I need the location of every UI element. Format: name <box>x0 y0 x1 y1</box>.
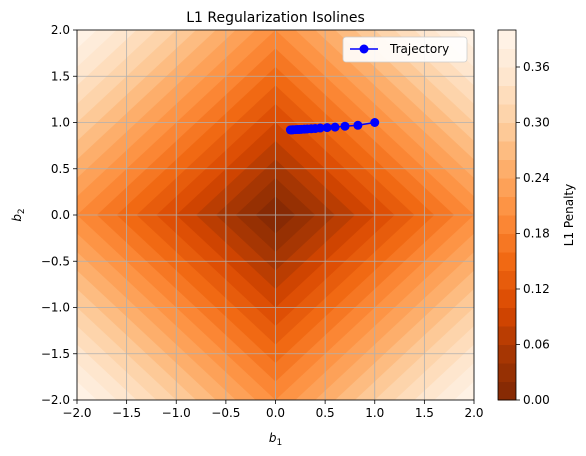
y-axis-label: b2 <box>10 208 27 221</box>
x-axis: −2.0 −1.5 −1.0 −0.5 0.0 0.5 1.0 1.5 2.0 <box>62 400 484 420</box>
x-tick-label: 1.5 <box>415 406 434 420</box>
y-axis-label-sub: 2 <box>17 208 27 214</box>
colorbar-segment <box>498 363 516 382</box>
colorbar-tick-label: 0.12 <box>523 282 550 296</box>
x-tick-label: 0.5 <box>316 406 335 420</box>
colorbar-segment <box>498 215 516 234</box>
trajectory-point <box>370 118 380 127</box>
colorbar-ticks: 0.00 0.06 0.12 0.18 0.24 0.30 0.36 <box>516 60 550 407</box>
y-tick-label: −1.0 <box>41 301 70 315</box>
colorbar-segment <box>498 196 516 216</box>
trajectory-point <box>340 121 350 131</box>
x-axis-label: b1 <box>269 431 282 448</box>
y-tick-label: 0.5 <box>51 162 70 176</box>
colorbar-segment <box>498 104 516 123</box>
y-tick-label: −0.5 <box>41 254 70 268</box>
colorbar-tick-label: 0.18 <box>523 227 550 241</box>
y-tick-label: 1.0 <box>51 116 70 130</box>
trajectory-point <box>353 120 363 130</box>
colorbar-tick-label: 0.24 <box>523 171 550 185</box>
trajectory-point <box>285 125 295 135</box>
colorbar-tick-label: 0.00 <box>523 393 550 407</box>
colorbar-segment <box>498 289 516 308</box>
y-tick-label: −1.5 <box>41 347 70 361</box>
colorbar-tick-label: 0.30 <box>523 116 550 130</box>
colorbar-frame <box>497 29 517 401</box>
colorbar-tick-label: 0.36 <box>523 60 550 74</box>
colorbar-segment <box>498 233 516 253</box>
colorbar-segment <box>498 270 516 290</box>
x-tick-label: −2.0 <box>62 406 91 420</box>
x-axis-label-main: b <box>269 431 277 445</box>
x-tick-label: −1.0 <box>162 406 191 420</box>
y-tick-label: 0.0 <box>51 208 70 222</box>
colorbar-label: L1 Penalty <box>562 184 576 246</box>
colorbar-segment <box>498 178 516 197</box>
y-axis-label-main: b <box>10 214 24 222</box>
legend-box <box>342 36 468 63</box>
colorbar-segment <box>498 307 516 327</box>
colorbar-segment <box>498 85 516 105</box>
colorbar-segment <box>498 159 516 179</box>
colorbar <box>498 30 516 401</box>
colorbar-segment <box>498 344 516 364</box>
trajectory-series <box>285 118 380 135</box>
y-tick-label: 1.5 <box>51 69 70 83</box>
colorbar-segment <box>498 122 516 142</box>
x-tick-label: 2.0 <box>464 406 483 420</box>
legend: Trajectory <box>342 36 468 63</box>
chart-title: L1 Regularization Isolines <box>186 10 365 26</box>
colorbar-segment <box>498 381 516 401</box>
colorbar-segment <box>498 30 516 49</box>
x-tick-label: 0.0 <box>266 406 285 420</box>
y-axis: −2.0 −1.5 −1.0 −0.5 0.0 0.5 1.0 1.5 2.0 <box>41 23 77 407</box>
x-tick-label: 1.0 <box>365 406 384 420</box>
legend-marker <box>359 44 369 54</box>
x-axis-label-sub: 1 <box>276 438 282 448</box>
colorbar-segment <box>498 252 516 271</box>
x-tick-label: −1.5 <box>112 406 141 420</box>
colorbar-segment <box>498 67 516 86</box>
trajectory-point <box>330 122 340 132</box>
colorbar-segment <box>498 141 516 160</box>
y-tick-label: −2.0 <box>41 393 70 407</box>
colorbar-segment <box>498 326 516 345</box>
y-tick-label: 2.0 <box>51 23 70 37</box>
legend-label: Trajectory <box>389 42 449 56</box>
x-tick-label: −0.5 <box>211 406 240 420</box>
trajectory-point <box>322 123 332 133</box>
colorbar-tick-label: 0.06 <box>523 338 550 352</box>
colorbar-segment <box>498 48 516 68</box>
